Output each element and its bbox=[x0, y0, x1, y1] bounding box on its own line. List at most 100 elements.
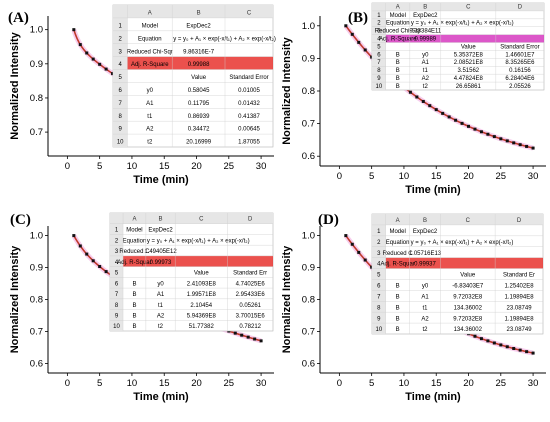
data-point bbox=[531, 146, 535, 150]
data-point bbox=[518, 348, 522, 352]
data-point bbox=[370, 55, 374, 59]
table-cell: 0.05261 bbox=[239, 303, 261, 309]
data-point bbox=[72, 28, 76, 32]
table-column-header: C bbox=[466, 218, 471, 224]
table-cell: 4 bbox=[119, 62, 123, 68]
data-point bbox=[447, 115, 451, 119]
data-point bbox=[473, 127, 477, 131]
table-cell: 0.34472 bbox=[188, 127, 210, 133]
table-cell: 9.72032E8 bbox=[453, 294, 483, 300]
table-cell: Value bbox=[191, 75, 207, 81]
table-cell: 9 bbox=[115, 313, 119, 319]
table-cell: 2.95433E6 bbox=[236, 292, 266, 298]
table-cell: t1 bbox=[147, 114, 153, 120]
table-cell: B bbox=[396, 294, 400, 300]
table-cell: Reduced Chi-Sqr bbox=[375, 29, 421, 35]
x-tick-label: 5 bbox=[97, 161, 102, 172]
x-tick-label: 10 bbox=[127, 378, 138, 389]
y-tick-label: 0.7 bbox=[30, 127, 43, 138]
table-cell: 10 bbox=[117, 140, 124, 146]
table-cell: 9.72032E8 bbox=[453, 316, 483, 322]
table-cell: y0 bbox=[147, 88, 154, 94]
table-cell: 2.10454 bbox=[190, 303, 212, 309]
table-cell: 3 bbox=[377, 251, 381, 257]
table-cell: 2.08521E8 bbox=[454, 60, 484, 66]
data-point bbox=[434, 108, 438, 112]
table-cell: 4 bbox=[115, 260, 119, 266]
table-cell: 9 bbox=[377, 76, 381, 82]
x-tick-label: 5 bbox=[97, 378, 102, 389]
table-cell: 3 bbox=[119, 49, 123, 55]
table-cell: 1 bbox=[377, 13, 381, 19]
table-cell: 0.01005 bbox=[238, 88, 260, 94]
table-cell: A2 bbox=[146, 127, 154, 133]
table-cell: ExpDec2 bbox=[413, 13, 438, 19]
highlighted-row bbox=[127, 56, 274, 70]
table-cell: 1.46601E7 bbox=[505, 52, 535, 58]
table-cell: y = y₀ + A₁ × exp(-x/t₁) + A₂ × exp(-x/t… bbox=[411, 240, 514, 246]
table-cell: Value bbox=[194, 271, 210, 277]
y-tick-label: 0.9 bbox=[302, 53, 315, 64]
table-cell: 1.19894E8 bbox=[505, 316, 535, 322]
y-tick-label: 0.9 bbox=[30, 263, 43, 274]
y-tick-label: 0.9 bbox=[30, 59, 43, 70]
table-cell: y0 bbox=[157, 281, 164, 287]
table-header-row bbox=[113, 5, 273, 18]
table-cell: 5 bbox=[119, 75, 123, 81]
table-cell: 7 bbox=[115, 292, 119, 298]
table-cell: 9.33384E11 bbox=[409, 29, 442, 35]
data-point bbox=[253, 337, 257, 341]
results-table: A B C 1 Model ExpDec2 2 Equation y = y₀ + A₁ × e… bbox=[112, 4, 276, 148]
panel-label: (A) bbox=[8, 10, 29, 26]
table-column-header: B bbox=[197, 10, 201, 16]
x-tick-label: 20 bbox=[463, 378, 474, 389]
table-column-header: C bbox=[247, 10, 252, 16]
y-tick-label: 1.0 bbox=[302, 231, 315, 242]
table-cell: 5 bbox=[377, 44, 381, 50]
x-tick-label: 0 bbox=[65, 161, 70, 172]
table-cell: 2.41093E8 bbox=[187, 281, 217, 287]
data-point bbox=[531, 351, 535, 355]
table-cell: t1 bbox=[423, 68, 429, 74]
table-cell: B bbox=[132, 303, 136, 309]
data-point bbox=[428, 104, 432, 108]
table-cell: A2 bbox=[422, 76, 430, 82]
data-point bbox=[85, 51, 89, 55]
table-cell: Standard Error bbox=[500, 44, 539, 50]
y-axis-label: Normalized Intensity bbox=[281, 36, 293, 144]
highlighted-row bbox=[385, 257, 543, 269]
data-point bbox=[505, 345, 509, 349]
data-point bbox=[246, 335, 250, 339]
data-point bbox=[415, 95, 419, 99]
data-point bbox=[525, 350, 529, 354]
table-cell: t1 bbox=[158, 303, 164, 309]
y-tick-label: 0.8 bbox=[30, 93, 43, 104]
table-cell: B bbox=[396, 327, 400, 333]
table-cell: 51.77382 bbox=[189, 324, 215, 330]
x-axis-label: Time (min) bbox=[133, 174, 189, 186]
table-column-header: D bbox=[248, 217, 253, 223]
table-cell: 3 bbox=[115, 249, 119, 255]
results-table: A B C D 1 Model ExpDec2 2 Equation y = y₀ + A₁ × … bbox=[371, 2, 545, 91]
table-cell: Reduced C bbox=[119, 249, 150, 255]
data-point bbox=[98, 62, 102, 66]
x-axis-label: Time (min) bbox=[133, 391, 189, 403]
table-column-header: A bbox=[396, 218, 400, 224]
y-tick-label: 0.6 bbox=[302, 358, 315, 369]
data-point bbox=[408, 90, 412, 94]
x-tick-label: 15 bbox=[431, 171, 442, 182]
table-cell: 5 bbox=[115, 271, 119, 277]
table-cell: t2 bbox=[147, 140, 153, 146]
x-tick-label: 15 bbox=[159, 378, 170, 389]
table-cell: 2 bbox=[377, 21, 381, 27]
table-cell: Equation bbox=[123, 238, 147, 244]
table-cell: 8 bbox=[377, 68, 381, 74]
table-cell: 7 bbox=[377, 294, 381, 300]
table-cell: B bbox=[396, 84, 400, 90]
data-point bbox=[454, 118, 458, 122]
data-point bbox=[525, 144, 529, 148]
data-point bbox=[344, 234, 348, 238]
table-cell: ExpDec2 bbox=[413, 229, 438, 235]
